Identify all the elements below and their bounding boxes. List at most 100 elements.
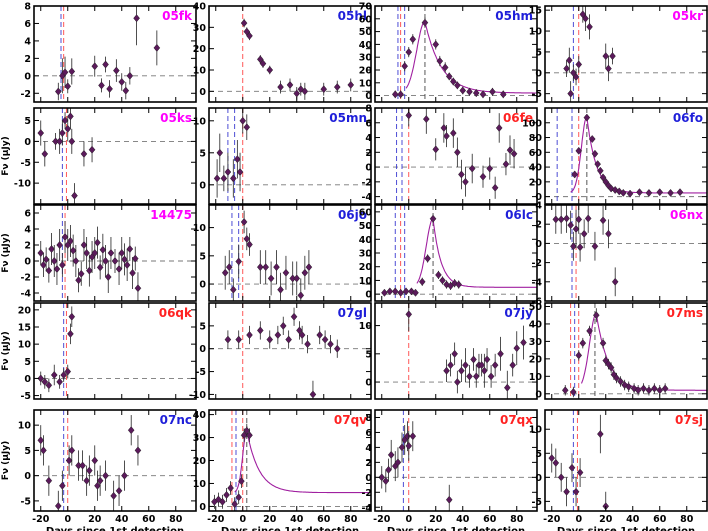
- plot-area: [34, 6, 196, 102]
- data-point: [127, 426, 135, 435]
- data-point: [121, 471, 128, 480]
- y-tick-label: 0: [365, 91, 372, 102]
- data-point: [421, 18, 429, 27]
- y-tick-label: 2: [365, 458, 372, 469]
- y-tick-label: 40: [359, 235, 373, 246]
- y-tick-label: 30: [193, 23, 207, 34]
- data-point: [432, 40, 440, 49]
- data-point: [50, 257, 58, 265]
- y-tick-label: 10: [359, 321, 373, 332]
- data-point: [401, 62, 409, 71]
- data-point: [216, 148, 224, 157]
- y-tick-label: -4: [361, 503, 372, 514]
- data-point: [243, 234, 251, 243]
- plot-area: [545, 108, 707, 204]
- model-curve: [580, 312, 707, 391]
- data-point: [436, 57, 444, 66]
- plot-area: [375, 410, 537, 511]
- panel-frame: [208, 107, 372, 205]
- x-tick-label: 60: [653, 514, 667, 525]
- data-point: [59, 129, 66, 138]
- x-tick-label: 20: [263, 514, 277, 525]
- data-point: [481, 366, 488, 375]
- data-point: [552, 215, 560, 224]
- data-point: [572, 487, 580, 496]
- y-tick-label: 10: [193, 479, 207, 490]
- data-point: [235, 257, 243, 266]
- data-point: [327, 340, 334, 349]
- data-point: [290, 312, 298, 321]
- data-point: [602, 52, 610, 61]
- y-tick-label: -4: [531, 277, 542, 288]
- y-tick-label: 10: [18, 340, 32, 351]
- data-point: [565, 56, 573, 65]
- data-point: [301, 87, 309, 96]
- data-point: [640, 384, 647, 393]
- model-curve: [570, 115, 707, 194]
- data-point: [563, 64, 570, 73]
- x-tick-label: -20: [207, 514, 225, 525]
- y-tick-label: 10: [359, 276, 373, 287]
- data-point: [115, 486, 123, 495]
- y-tick-label: 4: [365, 443, 372, 454]
- data-point: [583, 113, 591, 122]
- data-point: [567, 89, 574, 98]
- data-point: [61, 68, 69, 77]
- data-point: [107, 249, 115, 257]
- data-point: [636, 188, 643, 197]
- panel-title: 05mn: [329, 111, 367, 125]
- data-point: [80, 149, 88, 158]
- data-point: [391, 287, 399, 296]
- data-point: [454, 378, 461, 387]
- y-tick-label: 10: [193, 116, 207, 127]
- y-axis-label: Fν (μJy): [1, 441, 11, 480]
- data-point: [321, 335, 329, 344]
- y-tick-label: 15: [529, 6, 542, 17]
- x-tick-label: 0: [64, 514, 71, 525]
- data-point: [576, 468, 584, 477]
- data-point: [412, 288, 419, 297]
- panel-title: 05hl: [338, 9, 367, 23]
- y-tick-label: 50: [359, 27, 373, 38]
- y-tick-label: -5: [20, 496, 31, 507]
- data-point: [378, 473, 386, 482]
- y-tick-label: 100: [522, 118, 542, 129]
- x-tick-label: 40: [456, 514, 470, 525]
- y-tick-label: 10: [18, 421, 32, 432]
- plot-area: [545, 410, 707, 511]
- y-tick-label: 10: [529, 372, 543, 383]
- y-tick-label: -5: [531, 89, 542, 100]
- data-point: [98, 81, 105, 90]
- panel-title: 07nc: [160, 413, 192, 427]
- y-tick-label: 0: [24, 71, 31, 82]
- data-point: [579, 339, 587, 348]
- data-point: [563, 214, 570, 223]
- data-point: [466, 372, 473, 381]
- panel-frame: [208, 302, 372, 400]
- data-point: [96, 263, 104, 272]
- x-tick-label: 0: [575, 514, 582, 525]
- data-point: [575, 215, 583, 224]
- data-point: [607, 363, 615, 372]
- data-point: [224, 335, 232, 344]
- data-point: [262, 263, 270, 272]
- data-point: [240, 217, 248, 226]
- data-point: [293, 274, 301, 283]
- data-point: [552, 458, 560, 467]
- data-point: [613, 374, 620, 383]
- x-tick-label: 20: [88, 514, 102, 525]
- plot-area: [34, 410, 196, 511]
- data-point: [645, 188, 653, 197]
- y-tick-label: 30: [359, 249, 373, 260]
- data-point: [599, 173, 607, 182]
- data-point: [575, 60, 583, 69]
- y-tick-label: 6: [24, 19, 31, 30]
- y-tick-label: 60: [359, 207, 373, 218]
- data-point: [506, 146, 514, 155]
- data-point: [133, 14, 140, 23]
- data-point: [513, 344, 521, 353]
- data-point: [37, 374, 45, 383]
- y-tick-label: 0: [199, 344, 206, 355]
- data-point: [510, 149, 518, 158]
- data-point: [83, 476, 90, 485]
